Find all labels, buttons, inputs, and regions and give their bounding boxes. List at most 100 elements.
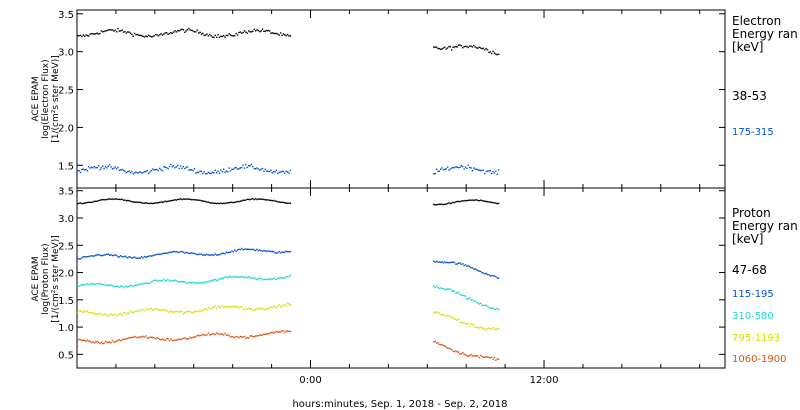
data-point <box>497 169 500 171</box>
data-point <box>82 311 84 313</box>
data-point <box>479 326 482 328</box>
data-point <box>224 36 226 38</box>
data-point <box>86 282 89 285</box>
data-point <box>160 309 162 311</box>
data-point <box>85 340 87 342</box>
data-point <box>114 198 116 200</box>
data-point <box>236 276 239 278</box>
data-point <box>242 199 244 201</box>
data-point <box>224 332 226 335</box>
data-point <box>143 282 146 285</box>
data-point <box>192 169 194 172</box>
data-point <box>245 248 247 250</box>
data-point <box>100 199 103 201</box>
data-point <box>445 48 447 50</box>
data-point <box>227 306 229 308</box>
data-point <box>174 251 176 253</box>
data-point <box>286 171 289 173</box>
data-point <box>163 166 165 168</box>
data-point <box>221 202 223 205</box>
data-point <box>247 276 250 278</box>
data-point <box>272 171 275 173</box>
data-point <box>275 200 278 202</box>
data-point <box>174 199 176 201</box>
data-point <box>197 199 200 201</box>
data-point <box>264 278 267 281</box>
data-point <box>177 310 179 313</box>
data-point <box>497 358 500 360</box>
data-point <box>446 166 449 168</box>
data-point <box>132 173 134 175</box>
data-point <box>190 29 193 32</box>
data-point <box>467 323 469 325</box>
data-point <box>131 284 133 287</box>
data-point <box>79 310 82 312</box>
data-point <box>260 168 262 170</box>
data-point <box>133 32 136 35</box>
data-point <box>95 313 97 315</box>
data-point <box>93 255 96 257</box>
data-point <box>181 281 183 283</box>
y-tick-label: 3.5 <box>58 187 74 198</box>
data-point <box>136 337 139 339</box>
data-point <box>202 200 204 202</box>
data-point <box>284 303 286 306</box>
data-point <box>203 254 205 256</box>
data-point <box>242 164 244 166</box>
data-point <box>441 261 443 263</box>
data-point <box>140 201 143 204</box>
data-point <box>225 170 228 172</box>
data-point <box>86 310 89 312</box>
data-point <box>96 340 98 343</box>
data-point <box>77 34 79 37</box>
data-point <box>274 252 276 254</box>
data-point <box>175 280 178 282</box>
data-point <box>165 200 168 203</box>
data-point <box>99 342 101 345</box>
data-point <box>224 306 226 308</box>
data-point <box>175 199 178 201</box>
data-point <box>229 275 232 278</box>
data-point <box>184 167 186 170</box>
data-point <box>284 172 286 174</box>
data-point <box>467 355 469 357</box>
data-point <box>110 342 112 344</box>
data-point <box>484 173 486 175</box>
data-point <box>491 307 493 310</box>
data-point <box>127 31 129 33</box>
data-point <box>449 202 452 205</box>
data-point <box>149 35 151 37</box>
data-point <box>153 35 155 37</box>
data-point <box>434 312 436 314</box>
data-point <box>82 339 84 341</box>
data-point <box>277 305 279 307</box>
data-point <box>178 167 180 170</box>
data-point <box>96 166 98 169</box>
data-point <box>213 172 215 174</box>
data-point <box>197 32 200 34</box>
data-point <box>250 308 253 310</box>
data-point <box>460 294 463 296</box>
data-point <box>224 253 226 255</box>
data-point <box>433 260 435 262</box>
data-point <box>281 330 283 332</box>
data-point <box>157 35 160 37</box>
data-point <box>246 277 248 279</box>
data-point <box>433 46 435 48</box>
data-point <box>143 36 146 38</box>
data-point <box>229 201 232 203</box>
data-point <box>207 332 210 334</box>
data-point <box>190 312 193 314</box>
data-point <box>263 198 265 201</box>
data-point <box>437 342 439 344</box>
data-point <box>181 338 183 340</box>
data-point <box>257 198 260 200</box>
data-point <box>195 31 197 33</box>
data-point <box>221 35 223 38</box>
data-point <box>189 198 191 200</box>
data-point <box>449 168 452 170</box>
data-point <box>186 29 189 31</box>
data-point <box>120 340 122 342</box>
data-point <box>79 202 82 204</box>
data-point <box>135 257 137 259</box>
